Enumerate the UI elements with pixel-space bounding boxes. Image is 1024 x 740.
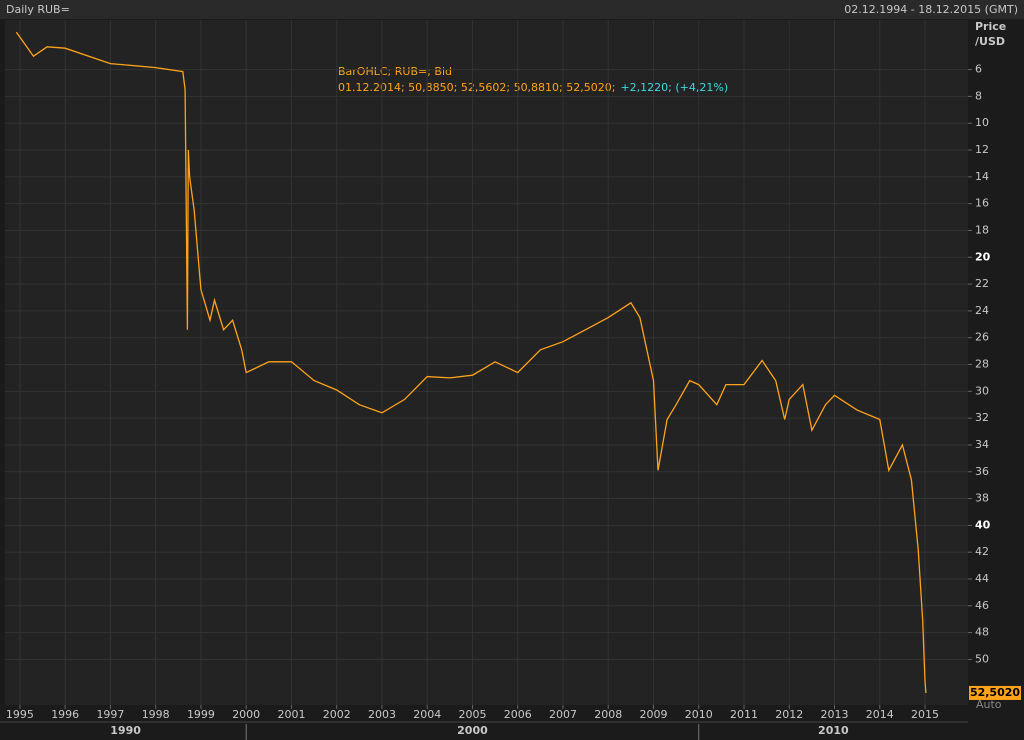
x-tick-label: 1997 <box>96 708 124 721</box>
y-tick-label: 12 <box>975 143 989 156</box>
x-tick-label: 2000 <box>232 708 260 721</box>
x-tick-label: 2003 <box>368 708 396 721</box>
y-tick-label: 10 <box>975 116 989 129</box>
y-tick-label: 40 <box>975 518 991 531</box>
x-tick-label: 2006 <box>504 708 532 721</box>
y-tick-label: 50 <box>975 652 989 665</box>
x-tick-label: 2005 <box>458 708 486 721</box>
x-tick-label: 1998 <box>142 708 170 721</box>
x-tick-label: 2008 <box>594 708 622 721</box>
y-tick-label: 34 <box>975 438 989 451</box>
annotation: BarOHLC; RUB=; Bid <box>338 65 452 78</box>
y-tick-label: 30 <box>975 384 989 397</box>
x-tick-label: 2015 <box>911 708 939 721</box>
annotation: 01.12.2014; 50,8850; 52,5602; 50,8810; 5… <box>338 81 728 94</box>
date-range: 02.12.1994 - 18.12.2015 (GMT) <box>844 3 1018 16</box>
y-tick-label: 38 <box>975 492 989 505</box>
y-tick-label: 48 <box>975 626 989 639</box>
header-bar <box>0 0 1024 19</box>
x-tick-label: 2007 <box>549 708 577 721</box>
x-tick-label: 2014 <box>866 708 894 721</box>
decade-label: 2000 <box>457 724 488 737</box>
x-tick-label: 2010 <box>685 708 713 721</box>
x-tick-label: 2004 <box>413 708 441 721</box>
x-tick-label: 1999 <box>187 708 215 721</box>
price-line <box>15 31 927 694</box>
y-tick-label: 20 <box>975 250 991 263</box>
decade-label: 2010 <box>818 724 849 737</box>
y-tick-label: 8 <box>975 89 982 102</box>
plot-area <box>5 20 968 705</box>
x-tick-label: 2009 <box>639 708 667 721</box>
x-tick-label: 1996 <box>51 708 79 721</box>
last-value-box <box>969 685 1021 700</box>
header-title: Daily RUB= <box>6 3 70 16</box>
y-tick-label: 44 <box>975 572 989 585</box>
x-tick-label: 2011 <box>730 708 758 721</box>
y-tick-label: 36 <box>975 465 989 478</box>
y-tick-label: 14 <box>975 170 989 183</box>
y-tick-label: 32 <box>975 411 989 424</box>
x-tick-label: 2012 <box>775 708 803 721</box>
y-tick-label: 22 <box>975 277 989 290</box>
y-tick-label: 46 <box>975 599 989 612</box>
y-axis-label: Price <box>975 20 1006 33</box>
annotation-values: 01.12.2014; 50,8850; 52,5602; 50,8810; 5… <box>338 81 615 94</box>
y-tick-label: 18 <box>975 223 989 236</box>
y-tick-label: 16 <box>975 197 989 210</box>
y-tick-label: 6 <box>975 63 982 76</box>
y-tick-label: 28 <box>975 358 989 371</box>
decade-label: 1990 <box>110 724 141 737</box>
x-tick-label: 2002 <box>323 708 351 721</box>
y-axis-label: /USD <box>975 35 1005 48</box>
y-tick-label: 42 <box>975 545 989 558</box>
x-tick-label: 2013 <box>821 708 849 721</box>
x-tick-label: 2001 <box>277 708 305 721</box>
y-tick-label: 24 <box>975 304 989 317</box>
scale-mode: Auto <box>976 698 1002 711</box>
last-value-label: 52,5020 <box>970 686 1020 699</box>
x-tick-label: 1995 <box>6 708 34 721</box>
y-tick-label: 26 <box>975 331 989 344</box>
annotation-change: +2,1220; (+4,21%) <box>620 81 728 94</box>
